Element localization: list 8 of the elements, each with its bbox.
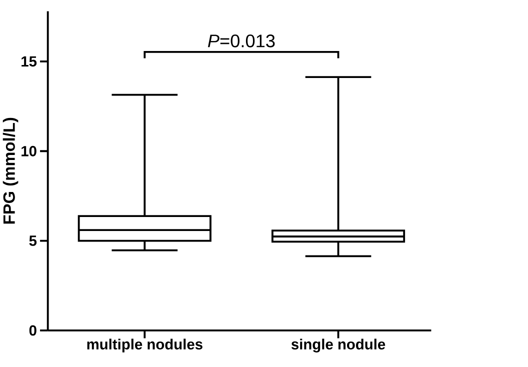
x-tick-label: multiple nodules: [87, 338, 202, 352]
y-tick-label: 10: [22, 146, 36, 156]
y-axis-title: FPG (mmol/L): [2, 118, 18, 224]
y-tick-label: 5: [29, 236, 37, 246]
annotation: P=0.013: [208, 34, 275, 48]
y-tick-label: 15: [22, 56, 37, 67]
y-tick-label: 0: [29, 325, 36, 336]
x-tick-label: single nodule: [291, 338, 386, 353]
